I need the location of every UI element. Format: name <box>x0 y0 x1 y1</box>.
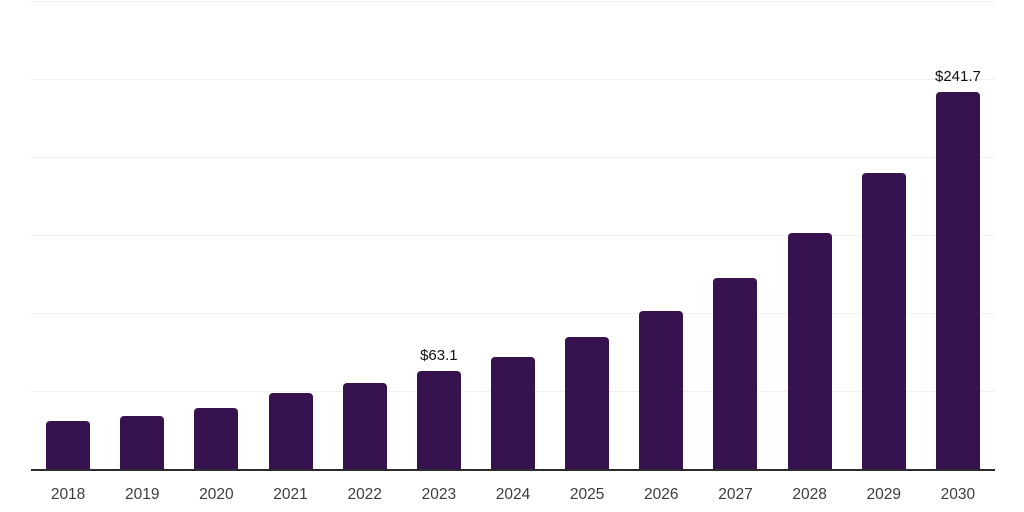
x-axis-label-2023: 2023 <box>421 486 457 503</box>
x-axis-label-2020: 2020 <box>199 486 234 503</box>
x-axis-label-2025: 2025 <box>569 486 605 503</box>
bar-2022 <box>342 382 387 470</box>
bar-2027 <box>713 277 758 470</box>
bar-2018 <box>46 420 91 470</box>
x-axis-label-2021: 2021 <box>273 486 308 503</box>
bar-2026 <box>639 310 684 470</box>
x-axis-label-2026: 2026 <box>644 486 679 503</box>
x-axis-label-2018: 2018 <box>50 486 86 503</box>
data-label-2030: $241.7 <box>934 68 981 86</box>
bar-2030 <box>935 92 980 470</box>
data-label-2023: $63.1 <box>420 347 458 365</box>
x-axis-label-2027: 2027 <box>718 486 753 503</box>
bar-2019 <box>120 415 165 470</box>
gridline-150 <box>31 235 995 236</box>
x-axis-label-2022: 2022 <box>347 486 382 503</box>
bar-2029 <box>861 172 906 470</box>
x-axis-label-2028: 2028 <box>792 486 827 503</box>
bar-2025 <box>565 336 610 470</box>
gridline-200 <box>31 156 995 158</box>
gridline-300 <box>31 0 995 2</box>
x-axis-line <box>31 469 995 471</box>
gridline-100 <box>31 313 995 315</box>
bar-2023 <box>416 371 461 470</box>
x-axis-label-2029: 2029 <box>866 486 902 503</box>
bar-2024 <box>491 356 535 470</box>
gridline-250 <box>31 78 995 80</box>
bar-2028 <box>787 232 832 470</box>
x-axis-label-2030: 2030 <box>940 486 976 503</box>
bar-2020 <box>194 407 239 470</box>
x-axis-label-2024: 2024 <box>495 486 531 503</box>
x-axis-label-2019: 2019 <box>124 486 160 503</box>
bar-2021 <box>268 392 313 470</box>
